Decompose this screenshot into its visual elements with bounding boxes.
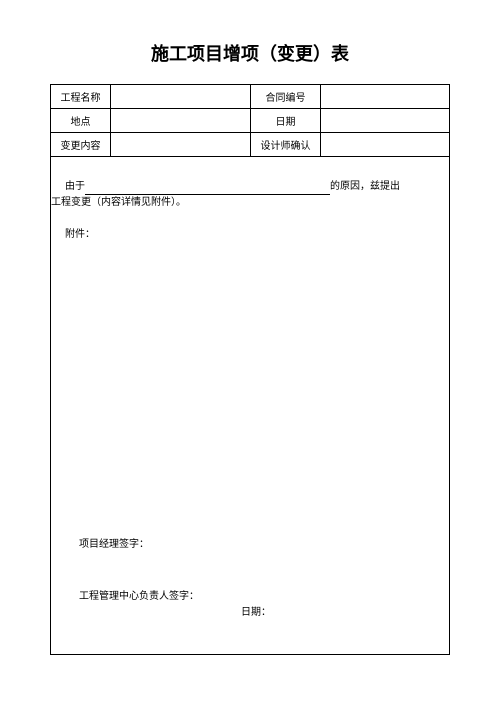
change-content-value (111, 133, 251, 157)
reason-line-2: 工程变更（内容详情见附件）。 (51, 195, 435, 211)
page-title: 施工项目增项（变更）表 (50, 40, 450, 66)
content-box: 由于 的原因，兹提出 工程变更（内容详情见附件）。 附件： 项目经理签字： 工程管… (50, 157, 450, 655)
contract-no-value (321, 85, 450, 109)
attachment-label: 附件： (65, 225, 95, 240)
contract-no-label: 合同编号 (251, 85, 321, 109)
reason-line: 由于 的原因，兹提出 (65, 179, 435, 195)
pm-sign-label: 项目经理签字： (79, 535, 149, 550)
date-value (321, 109, 450, 133)
location-label: 地点 (51, 109, 111, 133)
table-row: 地点 日期 (51, 109, 450, 133)
table-row: 工程名称 合同编号 (51, 85, 450, 109)
designer-confirm-label: 设计师确认 (251, 133, 321, 157)
reason-prefix: 由于 (65, 181, 85, 192)
center-sign-label: 工程管理中心负责人签字： (79, 587, 199, 602)
table-row: 变更内容 设计师确认 (51, 133, 450, 157)
project-name-value (111, 85, 251, 109)
location-value (111, 109, 251, 133)
date-label-cell: 日期 (251, 109, 321, 133)
header-table: 工程名称 合同编号 地点 日期 变更内容 设计师确认 (50, 84, 450, 157)
reason-suffix: 的原因，兹提出 (330, 181, 400, 192)
designer-confirm-value (321, 133, 450, 157)
document-page: 施工项目增项（变更）表 工程名称 合同编号 地点 日期 变更内容 设计师确认 由… (0, 0, 500, 695)
body-date-label: 日期： (241, 603, 271, 618)
reason-blank-line (85, 183, 330, 195)
project-name-label: 工程名称 (51, 85, 111, 109)
change-content-label: 变更内容 (51, 133, 111, 157)
